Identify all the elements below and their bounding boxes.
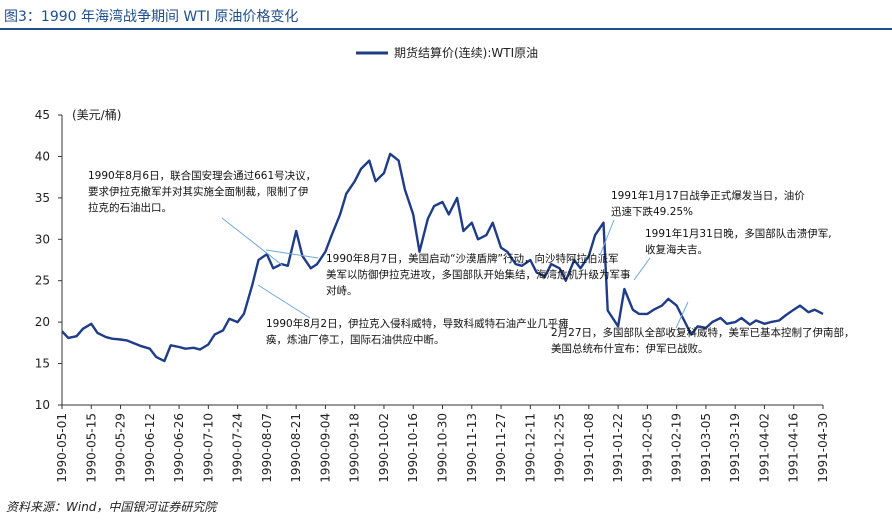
annotation-a2: 1990年8月7日，美国启动“沙漠盾牌”行动，向沙特阿拉伯派军美军以防御伊拉克进… [326, 252, 631, 297]
annotation-line: 美军以防御伊拉克进攻，多国部队开始集结，海湾危机升级为军事 [326, 268, 631, 281]
x-tick-label: 1990-06-12 [143, 413, 157, 483]
y-tick-label: 10 [35, 398, 50, 412]
legend-label: 期货结算价(连续):WTI原油 [394, 45, 538, 60]
y-tick-label: 20 [35, 315, 50, 329]
x-tick-label: 1990-07-10 [201, 413, 215, 483]
x-tick-label: 1991-02-05 [640, 413, 654, 483]
x-tick-label: 1990-10-16 [406, 413, 420, 483]
series-layer [61, 152, 824, 363]
annotation-line: 迅速下跌49.25% [611, 205, 693, 218]
annotation-a3: 1990年8月2日，伊拉克入侵科威特，导致科威特石油产业几乎瘫痪，炼油厂停工，国… [266, 317, 569, 346]
x-tick-label: 1990-11-27 [494, 413, 508, 483]
x-tick-label: 1990-07-24 [231, 413, 245, 483]
x-tick-label: 1990-06-26 [172, 413, 186, 483]
x-tick-label: 1990-10-02 [377, 413, 391, 483]
y-tick-label: 40 [35, 149, 50, 163]
leader-a4 [599, 219, 615, 256]
annotation-a5: 1991年1月31日晚，多国部队击溃伊军, 收复海夫吉。 [645, 227, 832, 256]
y-tick-label: 35 [35, 191, 50, 205]
x-tick-label: 1990-09-18 [348, 413, 362, 483]
leader-a1 [221, 217, 283, 266]
x-tick-label: 1991-01-08 [582, 413, 596, 483]
x-tick-label: 1990-12-25 [553, 413, 567, 483]
annotation-line: 要求伊拉克撤军并对其实施全面制裁，限制了伊 [88, 185, 309, 198]
x-tick-label: 1990-10-30 [436, 413, 450, 483]
annotation-line: 1990年8月7日，美国启动“沙漠盾牌”行动，向沙特阿拉伯派军 [326, 252, 618, 265]
annotation-line: 1991年1月17日战争正式爆发当日，油价 [611, 189, 805, 202]
leader-a2 [265, 249, 319, 259]
x-tick-label: 1990-05-15 [84, 413, 98, 483]
x-tick-label: 1990-12-11 [523, 413, 537, 483]
title-rule [0, 28, 892, 30]
y-tick-label: 30 [35, 232, 50, 246]
x-tick-label: 1991-03-05 [699, 413, 713, 483]
x-tick-label: 1991-04-30 [816, 413, 830, 483]
x-tick-label: 1990-09-04 [318, 413, 332, 483]
annotation-line: 痪，炼油厂停工，国际石油供应中断。 [266, 333, 445, 346]
annotation-line: 美国总统布什宣布：伊军已战败。 [551, 342, 709, 355]
x-tick-label: 1991-03-19 [728, 413, 742, 483]
source-note: 资料来源：Wind，中国银河证券研究院 [6, 500, 217, 514]
x-tick-label: 1991-04-16 [787, 413, 801, 483]
annotation-a4: 1991年1月17日战争正式爆发当日，油价迅速下跌49.25% [611, 189, 805, 218]
x-tick-label: 1990-08-07 [260, 413, 274, 483]
x-tick-label: 1990-05-01 [55, 413, 69, 483]
axes-group: 10 15 20 25 30 35 40 45 (美元/桶) 1990-05-01 1990-05-… [35, 107, 830, 483]
wti-price-line [61, 152, 824, 363]
annotation-line: 对峙。 [326, 284, 358, 297]
x-tick-label: 1990-11-13 [465, 413, 479, 483]
y-axis-label: (美元/桶) [72, 107, 121, 122]
x-tick-label: 1991-04-02 [757, 413, 771, 483]
annotation-line: 拉克的石油出口。 [88, 201, 172, 214]
annotation-line: 收复海夫吉。 [645, 243, 708, 256]
x-tick-label: 1990-05-29 [114, 413, 128, 483]
annotation-line: 1990年8月6日，联合国安理会通过661号决议， [88, 169, 316, 182]
annotation-a1: 1990年8月6日，联合国安理会通过661号决议， 要求伊拉克撤军并对其实施全面制… [88, 169, 316, 214]
annotation-line: 1991年1月31日晚，多国部队击溃伊军, [645, 227, 832, 240]
legend: 期货结算价(连续):WTI原油 [356, 45, 538, 60]
annotation-line: 2月27日，多国部队全部收复科威特，美军已基本控制了伊南部， [551, 326, 855, 339]
leader-a3 [257, 284, 311, 319]
y-tick-label: 15 [35, 357, 50, 371]
y-tick-label: 25 [35, 274, 50, 288]
figure-title: 图3：1990 年海湾战争期间 WTI 原油价格变化 [4, 9, 299, 25]
y-tick-label: 45 [35, 108, 50, 122]
wti-line-chart: 10 15 20 25 30 35 40 45 (美元/桶) 1990-05-01 1990-05-… [35, 45, 855, 483]
x-tick-label: 1990-08-21 [289, 413, 303, 483]
annotation-a6: 2月27日，多国部队全部收复科威特，美军已基本控制了伊南部， 美国总统布什宣布：伊… [551, 326, 855, 355]
annotation-layer: 1990年8月6日，联合国安理会通过661号决议， 要求伊拉克撤军并对其实施全面制… [88, 169, 855, 355]
annotation-line: 1990年8月2日，伊拉克入侵科威特，导致科威特石油产业几乎瘫 [266, 317, 569, 330]
x-tick-label: 1991-01-22 [611, 413, 625, 483]
leader-a5 [633, 257, 651, 281]
leader-a6 [675, 301, 689, 329]
x-tick-label: 1991-02-19 [670, 413, 684, 483]
